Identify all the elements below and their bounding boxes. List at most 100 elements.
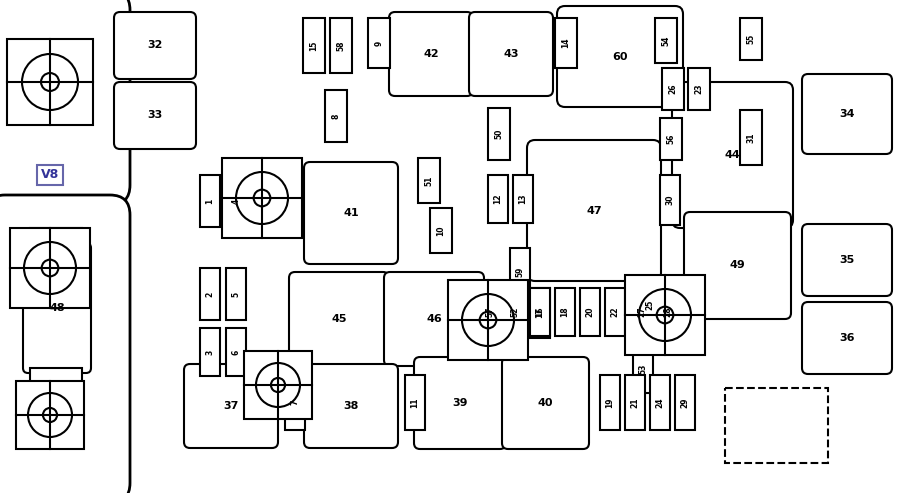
Text: 23: 23 — [695, 84, 704, 94]
Text: 5: 5 — [231, 291, 240, 297]
Text: 22: 22 — [610, 307, 619, 317]
Text: 30: 30 — [665, 195, 674, 205]
Bar — [16, 381, 84, 449]
FancyBboxPatch shape — [502, 357, 589, 449]
Text: 19: 19 — [606, 397, 615, 408]
Text: 40: 40 — [538, 398, 554, 408]
Bar — [688, 68, 710, 110]
Bar — [447, 280, 528, 360]
FancyBboxPatch shape — [304, 364, 398, 448]
Circle shape — [639, 289, 691, 341]
FancyBboxPatch shape — [0, 195, 130, 493]
Bar — [488, 108, 510, 160]
Text: 26: 26 — [669, 84, 678, 94]
FancyBboxPatch shape — [802, 224, 892, 296]
FancyBboxPatch shape — [184, 364, 278, 448]
Bar — [6, 38, 94, 125]
Bar — [10, 228, 90, 308]
Bar — [632, 288, 652, 336]
Bar — [200, 268, 220, 320]
FancyBboxPatch shape — [384, 272, 484, 366]
FancyBboxPatch shape — [23, 243, 91, 373]
Text: 56: 56 — [667, 134, 676, 144]
Bar — [675, 375, 695, 430]
Text: 45: 45 — [331, 314, 346, 324]
Text: 60: 60 — [612, 51, 628, 62]
Text: 38: 38 — [343, 401, 359, 411]
Text: 58: 58 — [337, 40, 346, 51]
FancyBboxPatch shape — [557, 6, 683, 107]
Text: 17: 17 — [536, 308, 544, 318]
Text: 9: 9 — [374, 40, 383, 46]
Bar — [330, 18, 352, 73]
Text: 8: 8 — [331, 113, 340, 119]
Text: 59: 59 — [516, 267, 525, 277]
Text: 48: 48 — [50, 303, 65, 313]
Text: 27: 27 — [637, 307, 646, 317]
Text: 42: 42 — [423, 49, 439, 59]
Bar — [660, 118, 682, 160]
Bar — [505, 288, 525, 336]
Text: 43: 43 — [503, 49, 518, 59]
Bar — [555, 18, 577, 68]
Circle shape — [236, 172, 288, 224]
Bar — [600, 375, 620, 430]
Bar — [368, 18, 390, 68]
Text: 16: 16 — [536, 307, 544, 317]
Text: 18: 18 — [561, 307, 570, 317]
Circle shape — [41, 73, 59, 91]
Text: 49: 49 — [730, 260, 745, 271]
Bar — [285, 375, 305, 430]
Bar — [605, 288, 625, 336]
Bar — [303, 18, 325, 73]
Bar — [640, 280, 660, 330]
Bar — [244, 351, 312, 419]
FancyBboxPatch shape — [527, 140, 661, 281]
Text: 15: 15 — [310, 40, 319, 51]
Circle shape — [462, 294, 514, 346]
Text: 52: 52 — [510, 307, 519, 317]
FancyBboxPatch shape — [802, 302, 892, 374]
Text: 11: 11 — [410, 397, 419, 408]
Text: 34: 34 — [839, 109, 855, 119]
Circle shape — [24, 242, 76, 294]
FancyBboxPatch shape — [85, 0, 900, 493]
Circle shape — [480, 312, 496, 328]
Text: 3: 3 — [205, 350, 214, 354]
Bar — [488, 175, 508, 223]
Text: 14: 14 — [562, 38, 571, 48]
FancyBboxPatch shape — [389, 12, 473, 96]
Bar — [405, 375, 425, 430]
Bar — [625, 275, 706, 355]
Text: 47: 47 — [586, 206, 602, 215]
Text: 1: 1 — [205, 198, 214, 204]
Text: 41: 41 — [343, 208, 359, 218]
Text: 37: 37 — [223, 401, 238, 411]
Bar — [650, 375, 670, 430]
Bar — [740, 110, 762, 165]
Text: 31: 31 — [746, 132, 755, 143]
Bar — [226, 328, 246, 376]
Text: 55: 55 — [746, 34, 755, 44]
Bar — [418, 158, 440, 203]
Bar — [221, 158, 302, 238]
Bar — [430, 208, 452, 253]
Bar — [530, 288, 550, 336]
Bar — [325, 90, 347, 142]
Circle shape — [256, 363, 300, 407]
Circle shape — [271, 378, 285, 392]
FancyBboxPatch shape — [672, 82, 793, 228]
Bar — [658, 288, 678, 336]
Circle shape — [43, 408, 57, 422]
FancyBboxPatch shape — [114, 12, 196, 79]
Bar — [510, 248, 530, 296]
Bar — [555, 288, 575, 336]
Bar — [30, 228, 82, 256]
FancyBboxPatch shape — [802, 74, 892, 154]
FancyBboxPatch shape — [684, 212, 791, 319]
Circle shape — [41, 260, 58, 276]
Text: 44: 44 — [724, 150, 741, 160]
FancyBboxPatch shape — [289, 272, 389, 366]
Bar — [30, 368, 82, 396]
Text: 57: 57 — [485, 307, 494, 317]
